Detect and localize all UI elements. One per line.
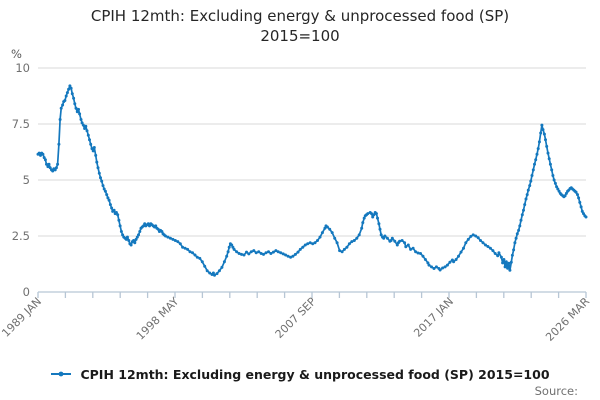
y-tick-label: 10 <box>15 61 30 75</box>
source-label: Source: <box>534 384 578 398</box>
y-axis-unit-label: % <box>11 47 22 61</box>
x-tick-label: 2026 MAR <box>543 295 592 344</box>
data-line-series[interactable] <box>37 85 587 277</box>
plot-area: 0 2.5 5 7.5 10 1989 JAN 1998 MAY 2007 SEP 2017 J… <box>0 61 592 344</box>
y-tick-label: 2.5 <box>12 229 30 243</box>
x-tick-label: 1989 JAN <box>0 295 44 340</box>
chart-subtitle: 2015=100 <box>260 27 340 45</box>
y-tick-label: 7.5 <box>12 117 30 131</box>
x-tick-label: 1998 MAY <box>134 295 182 343</box>
legend: CPIH 12mth: Excluding energy & unprocess… <box>0 364 600 384</box>
data-point-markers[interactable] <box>36 84 588 277</box>
chart-title-block: CPIH 12mth: Excluding energy & unprocess… <box>0 6 600 46</box>
chart-title: CPIH 12mth: Excluding energy & unprocess… <box>90 7 510 25</box>
x-tick-label: 2007 SEP <box>273 295 319 341</box>
legend-line-marker-icon <box>51 371 72 377</box>
x-tick-label: 2017 JAN <box>411 295 456 340</box>
legend-label: CPIH 12mth: Excluding energy & unprocess… <box>80 366 550 382</box>
y-tick-label: 0 <box>23 285 30 299</box>
y-tick-label: 5 <box>23 173 30 187</box>
